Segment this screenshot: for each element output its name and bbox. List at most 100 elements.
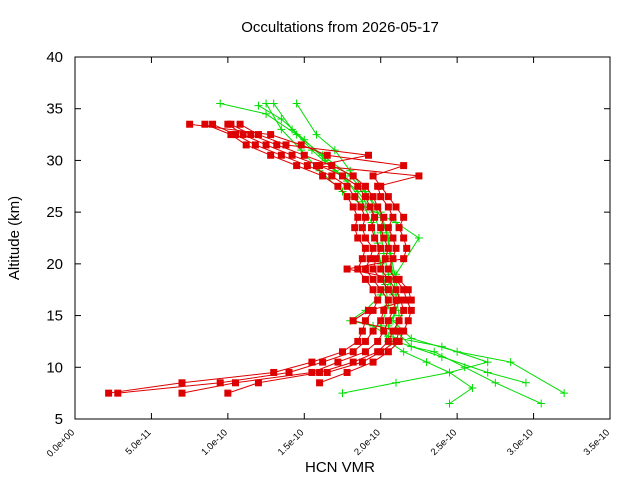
data-point (400, 286, 408, 294)
data-point (377, 224, 385, 232)
data-point (369, 286, 377, 294)
data-point (358, 358, 366, 366)
data-point (404, 286, 412, 294)
data-point (380, 213, 388, 221)
data-point (303, 162, 311, 170)
data-point (361, 234, 369, 242)
data-point (392, 378, 400, 387)
data-point (361, 317, 369, 325)
data-point (389, 234, 397, 242)
data-point (404, 317, 412, 325)
data-point (400, 327, 408, 335)
data-point (343, 182, 351, 190)
data-point (445, 399, 454, 408)
data-point (351, 193, 359, 201)
data-point (377, 317, 385, 325)
data-point (178, 389, 186, 397)
data-point (361, 348, 369, 356)
data-point (267, 151, 275, 159)
data-point (323, 151, 331, 159)
data-point (369, 327, 377, 335)
x-tick-label: 2.0e-10 (352, 427, 383, 458)
data-point (288, 151, 296, 159)
data-point (407, 296, 415, 304)
data-point (343, 265, 351, 273)
data-point (371, 234, 379, 242)
x-tick-label: 5.0e-11 (123, 427, 153, 457)
data-point (491, 378, 500, 387)
data-point (270, 368, 278, 376)
data-point (366, 255, 374, 263)
data-point (316, 368, 324, 376)
data-point (392, 337, 400, 345)
data-point (277, 115, 286, 124)
y-tick-label: 40 (46, 49, 63, 66)
data-point (384, 244, 392, 252)
data-point (384, 317, 392, 325)
data-point (105, 389, 113, 397)
data-point (354, 213, 362, 221)
data-point (392, 296, 400, 304)
data-point (361, 193, 369, 201)
data-point (384, 286, 392, 294)
data-point (313, 162, 321, 170)
data-point (351, 224, 359, 232)
data-point (369, 193, 377, 201)
data-point (277, 151, 285, 159)
data-point (380, 306, 388, 314)
x-tick-label: 1.5e-10 (276, 427, 307, 458)
data-point (361, 337, 369, 345)
data-point (232, 379, 239, 387)
data-point (389, 255, 397, 263)
plot-frame (74, 56, 611, 420)
data-point (349, 203, 357, 211)
data-point (506, 358, 515, 367)
data-point (273, 141, 281, 149)
data-point (371, 213, 379, 221)
data-point (377, 193, 385, 201)
data-point (395, 317, 403, 325)
data-point (430, 347, 439, 356)
data-point (277, 125, 286, 134)
x-tick-label: 3.5e-10 (582, 427, 613, 458)
data-point (330, 146, 339, 155)
data-point (254, 131, 262, 139)
data-point (374, 337, 382, 345)
data-point (403, 244, 411, 252)
data-point (285, 368, 293, 376)
data-point (397, 296, 405, 304)
data-point (242, 141, 250, 149)
data-point (239, 131, 247, 139)
data-point (216, 99, 225, 108)
data-point (267, 131, 275, 139)
data-point (227, 131, 235, 139)
data-point (232, 131, 239, 139)
data-point (369, 358, 377, 366)
data-point (354, 265, 362, 273)
data-point (319, 358, 327, 366)
data-point (254, 101, 263, 110)
data-point (349, 172, 357, 180)
x-axis: 0.0e+00 5.0e-11 1.0e-10 1.5e-10 2.0e-10 2.5e-… (45, 57, 612, 460)
data-point (114, 389, 122, 397)
data-point (201, 120, 209, 128)
data-point (308, 368, 316, 376)
data-point (483, 358, 492, 367)
data-point (251, 141, 259, 149)
data-point (349, 358, 357, 366)
data-point (357, 203, 365, 211)
data-point (395, 275, 403, 283)
data-point (319, 172, 327, 180)
data-point (300, 151, 308, 159)
profile-line (117, 123, 389, 394)
data-point (384, 193, 392, 201)
profile-line (258, 105, 474, 404)
data-point (483, 368, 492, 377)
data-point (400, 213, 408, 221)
data-point (224, 389, 232, 397)
data-point (400, 306, 408, 314)
x-tick-label: 0.0e+00 (45, 427, 77, 459)
data-point (282, 141, 290, 149)
x-tick-label: 1.0e-10 (199, 427, 230, 458)
data-point (468, 383, 477, 392)
